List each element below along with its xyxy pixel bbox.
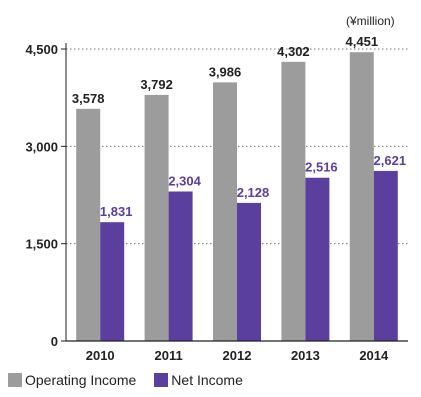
legend-swatch-net-income	[154, 373, 169, 387]
data-label-operating-income: 3,986	[209, 64, 242, 79]
data-label-net-income: 2,304	[168, 173, 201, 188]
y-tick-label: 1,500	[25, 237, 58, 252]
legend: Operating Income Net Income	[8, 372, 261, 388]
legend-swatch-operating-income	[8, 373, 22, 387]
data-label-net-income: 2,621	[374, 153, 407, 168]
x-tick-label: 2013	[291, 348, 320, 363]
legend-item-operating-income: Operating Income	[8, 372, 136, 388]
data-label-operating-income: 3,792	[140, 77, 173, 92]
legend-item-net-income: Net Income	[154, 372, 243, 388]
data-label-operating-income: 3,578	[72, 91, 105, 106]
bar-net-income	[305, 177, 330, 341]
x-tick-label: 2014	[359, 348, 389, 363]
bar-operating-income	[144, 94, 169, 341]
bar-operating-income	[213, 82, 237, 341]
data-label-operating-income: 4,451	[346, 34, 379, 49]
bar-operating-income	[281, 61, 306, 342]
x-tick-label: 2011	[154, 348, 182, 363]
y-tick-label: 0	[51, 334, 58, 349]
y-tick-label: 3,000	[25, 139, 58, 154]
bar-operating-income	[349, 52, 374, 341]
data-label-net-income: 2,516	[305, 160, 338, 175]
bar-operating-income	[76, 108, 101, 342]
bar-net-income	[237, 202, 261, 341]
y-tick-label: 4,500	[25, 42, 58, 57]
bars	[76, 52, 398, 342]
x-tick-label: 2010	[86, 348, 115, 363]
x-tick-label: 2012	[223, 348, 252, 363]
axes: 0 1,500 3,000 4,500 2010 2011 2012 2013 2014	[25, 42, 408, 363]
legend-label-operating-income: Operating Income	[25, 372, 137, 388]
data-label-net-income: 1,831	[100, 204, 133, 219]
data-labels: 3,578 1,831 3,792 2,304 3,986 2,128 4,302 2,516…	[72, 34, 406, 219]
data-label-operating-income: 4,302	[277, 44, 310, 59]
data-label-net-income: 2,128	[237, 185, 270, 200]
bar-net-income	[168, 191, 193, 341]
bar-net-income	[100, 222, 125, 341]
legend-label-net-income: Net Income	[171, 372, 243, 388]
bar-net-income	[373, 170, 398, 341]
unit-label: (¥million)	[346, 14, 395, 28]
